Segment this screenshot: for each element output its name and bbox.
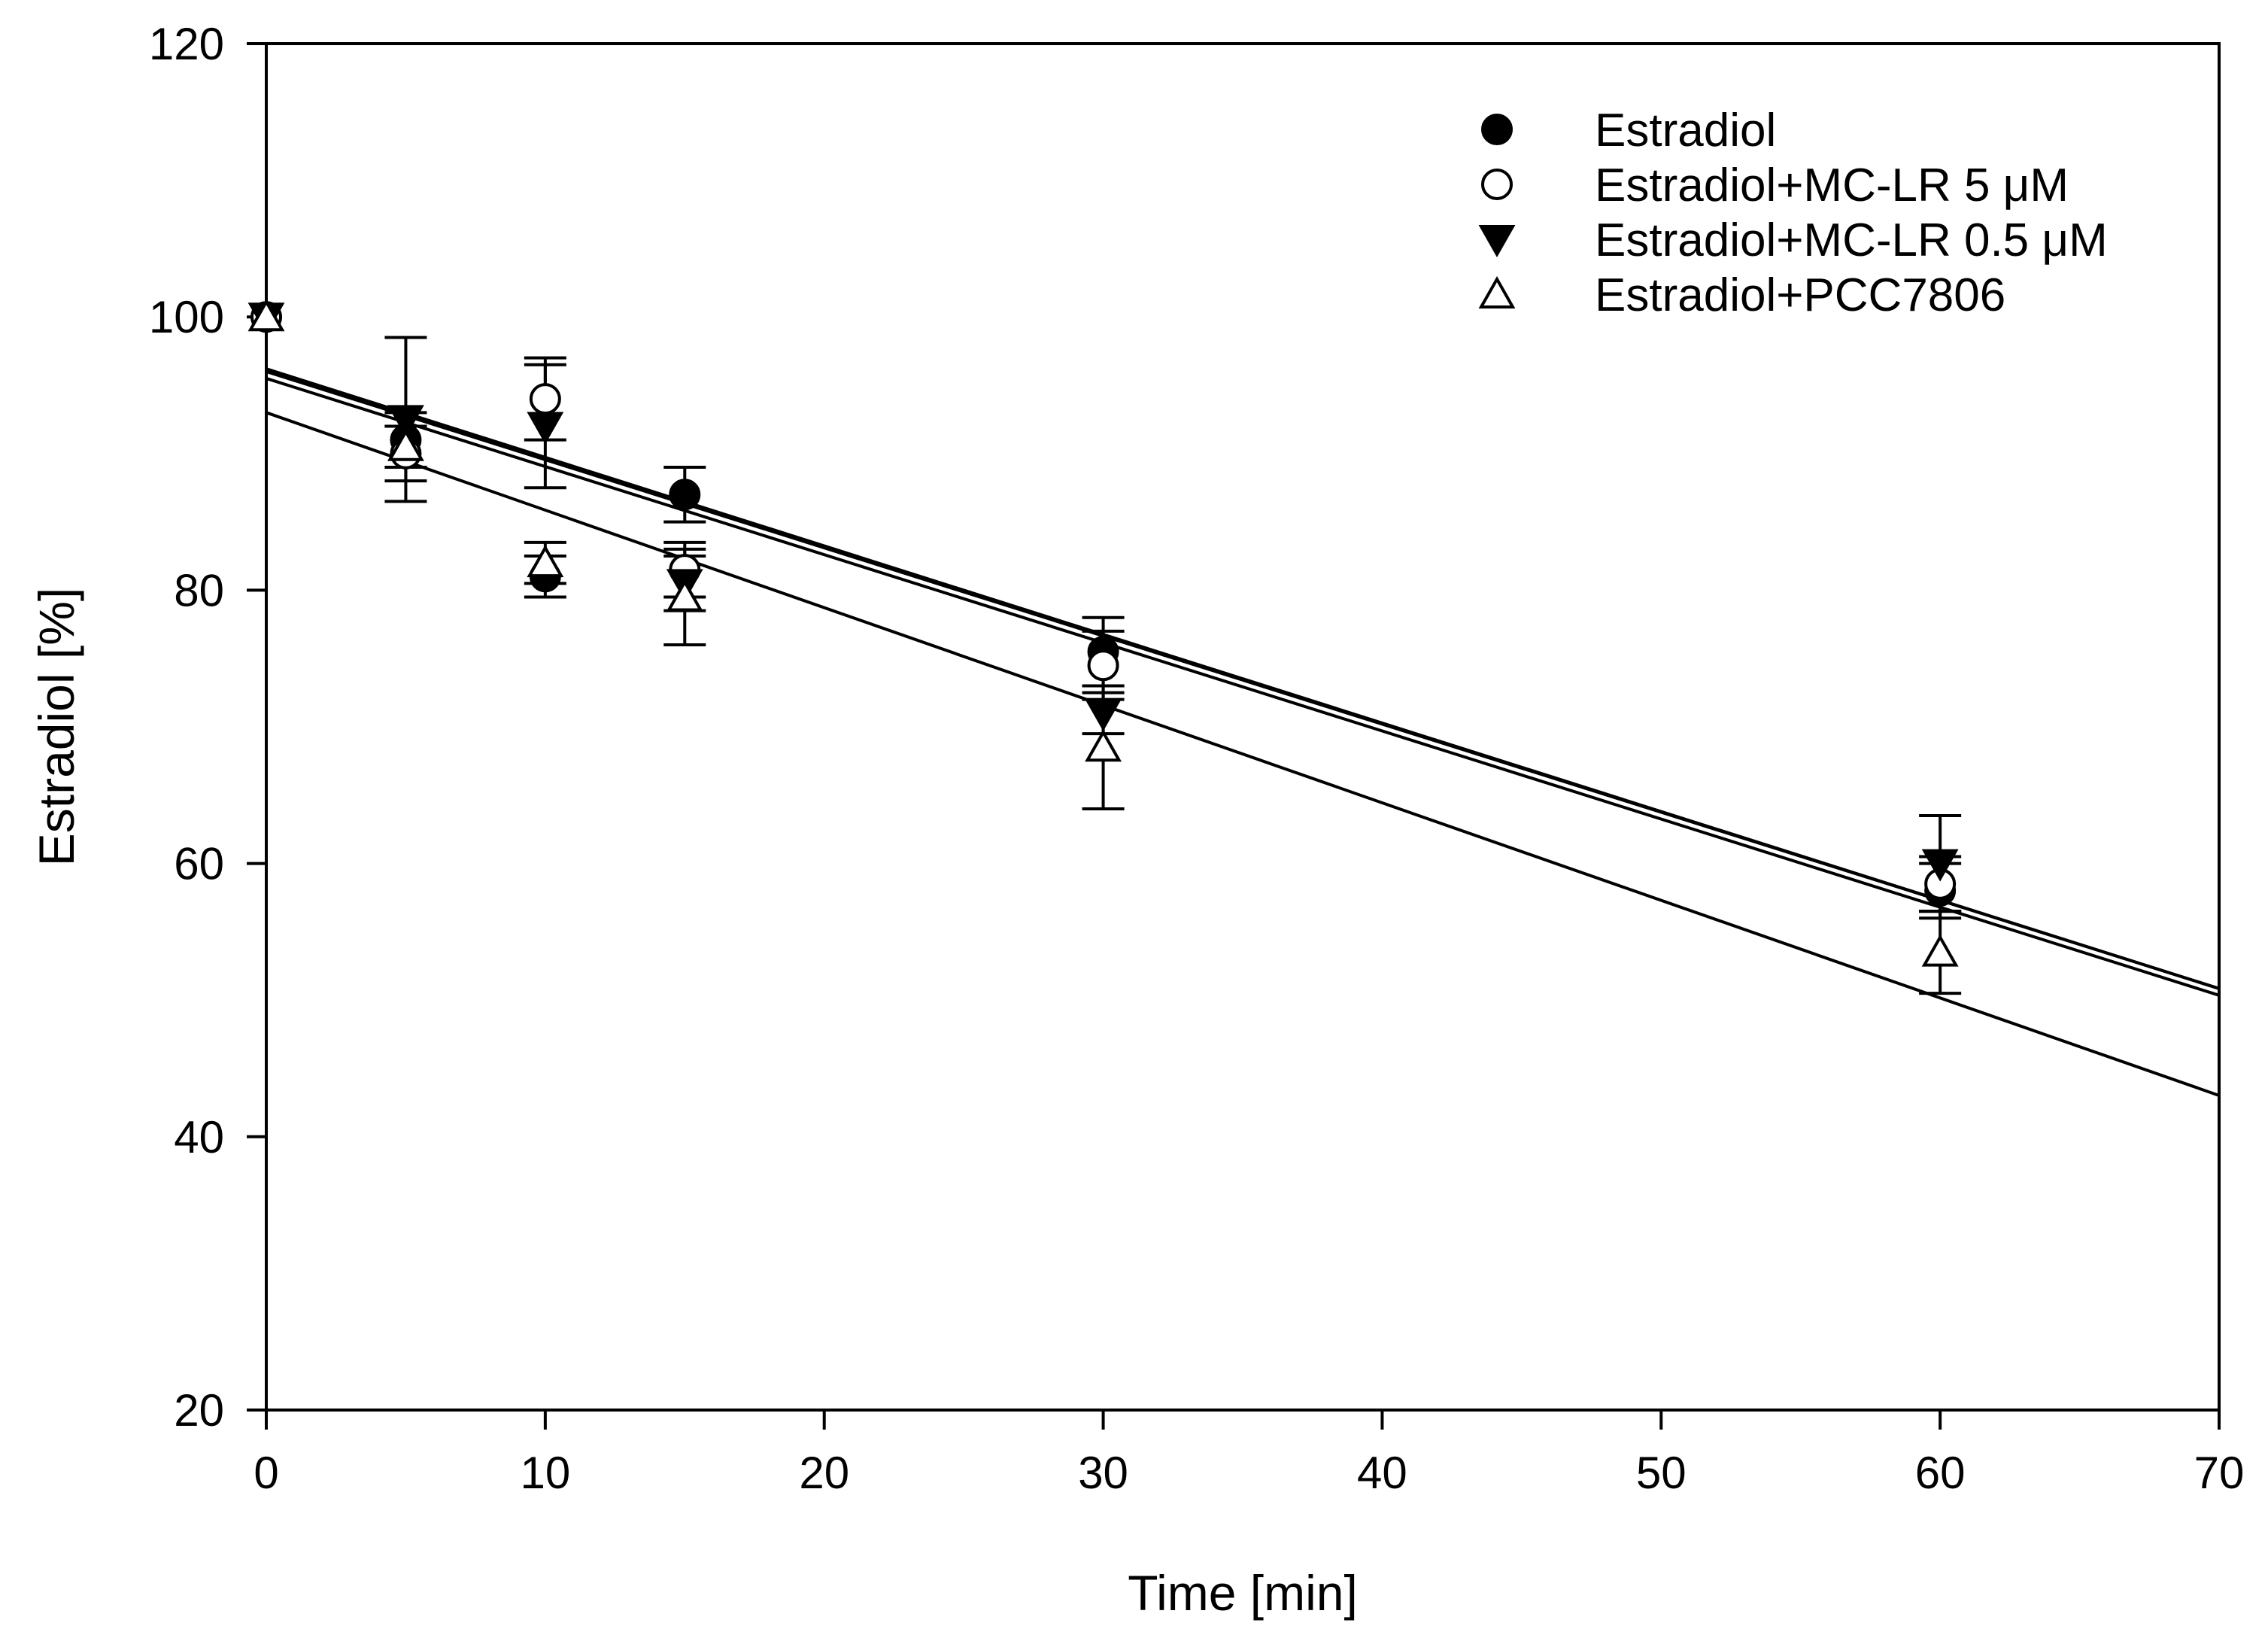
point-2-5 bbox=[1921, 849, 1959, 882]
legend-marker-3 bbox=[1478, 275, 1516, 308]
x-axis-label: Time [min] bbox=[1128, 1565, 1358, 1621]
x-tick-label-4: 40 bbox=[1357, 1448, 1407, 1498]
fit-line-1 bbox=[266, 377, 2220, 997]
legend-marker-1 bbox=[1481, 169, 1513, 200]
plot-frame bbox=[265, 42, 2221, 1412]
point-3-4 bbox=[1085, 729, 1122, 762]
data-points bbox=[247, 299, 1959, 967]
point-2-4 bbox=[1085, 698, 1122, 731]
y-tick-label-4: 100 bbox=[149, 292, 224, 342]
point-1-4 bbox=[1087, 649, 1119, 682]
legend-label-3: Estradiol+PCC7806 bbox=[1595, 269, 2005, 321]
y-axis-label: Estradiol [%] bbox=[29, 588, 84, 866]
y-tick-label-1: 40 bbox=[174, 1112, 224, 1162]
y-tick-label-0: 20 bbox=[174, 1385, 224, 1436]
x-tick-label-1: 10 bbox=[520, 1448, 570, 1498]
y-tick-label-3: 80 bbox=[174, 565, 224, 615]
legend-label-2: Estradiol+MC-LR 0.5 μM bbox=[1595, 214, 2108, 266]
x-tick-label-6: 60 bbox=[1915, 1448, 1966, 1498]
fit-line-3 bbox=[266, 411, 2220, 1097]
legend-marker-0 bbox=[1481, 114, 1513, 145]
point-3-3 bbox=[666, 579, 703, 612]
x-tick-label-7: 70 bbox=[2194, 1448, 2245, 1498]
point-0-3 bbox=[669, 479, 701, 511]
x-tick-label-5: 50 bbox=[1636, 1448, 1687, 1498]
legend-label-0: Estradiol bbox=[1595, 105, 1776, 157]
x-tick-label-0: 0 bbox=[254, 1448, 278, 1498]
point-3-5 bbox=[1921, 934, 1959, 967]
y-tick-label-5: 120 bbox=[149, 19, 224, 69]
x-tick-label-2: 20 bbox=[799, 1448, 849, 1498]
point-2-1 bbox=[387, 405, 424, 438]
point-3-2 bbox=[527, 545, 564, 578]
fit-lines bbox=[266, 367, 2220, 1097]
axes: 0 10 20 30 40 50 60 70 20 40 60 80 100 120 bbox=[149, 19, 2244, 1498]
y-tick-label-2: 60 bbox=[174, 839, 224, 889]
x-tick-label-3: 30 bbox=[1078, 1448, 1128, 1498]
point-3-1 bbox=[387, 428, 424, 461]
point-2-2 bbox=[527, 412, 564, 445]
point-1-2 bbox=[529, 383, 561, 415]
fit-line-2 bbox=[266, 369, 2220, 990]
legend-marker-2 bbox=[1478, 225, 1516, 258]
legend-label-1: Estradiol+MC-LR 5 μM bbox=[1595, 160, 2069, 211]
point-3-0 bbox=[247, 299, 285, 332]
